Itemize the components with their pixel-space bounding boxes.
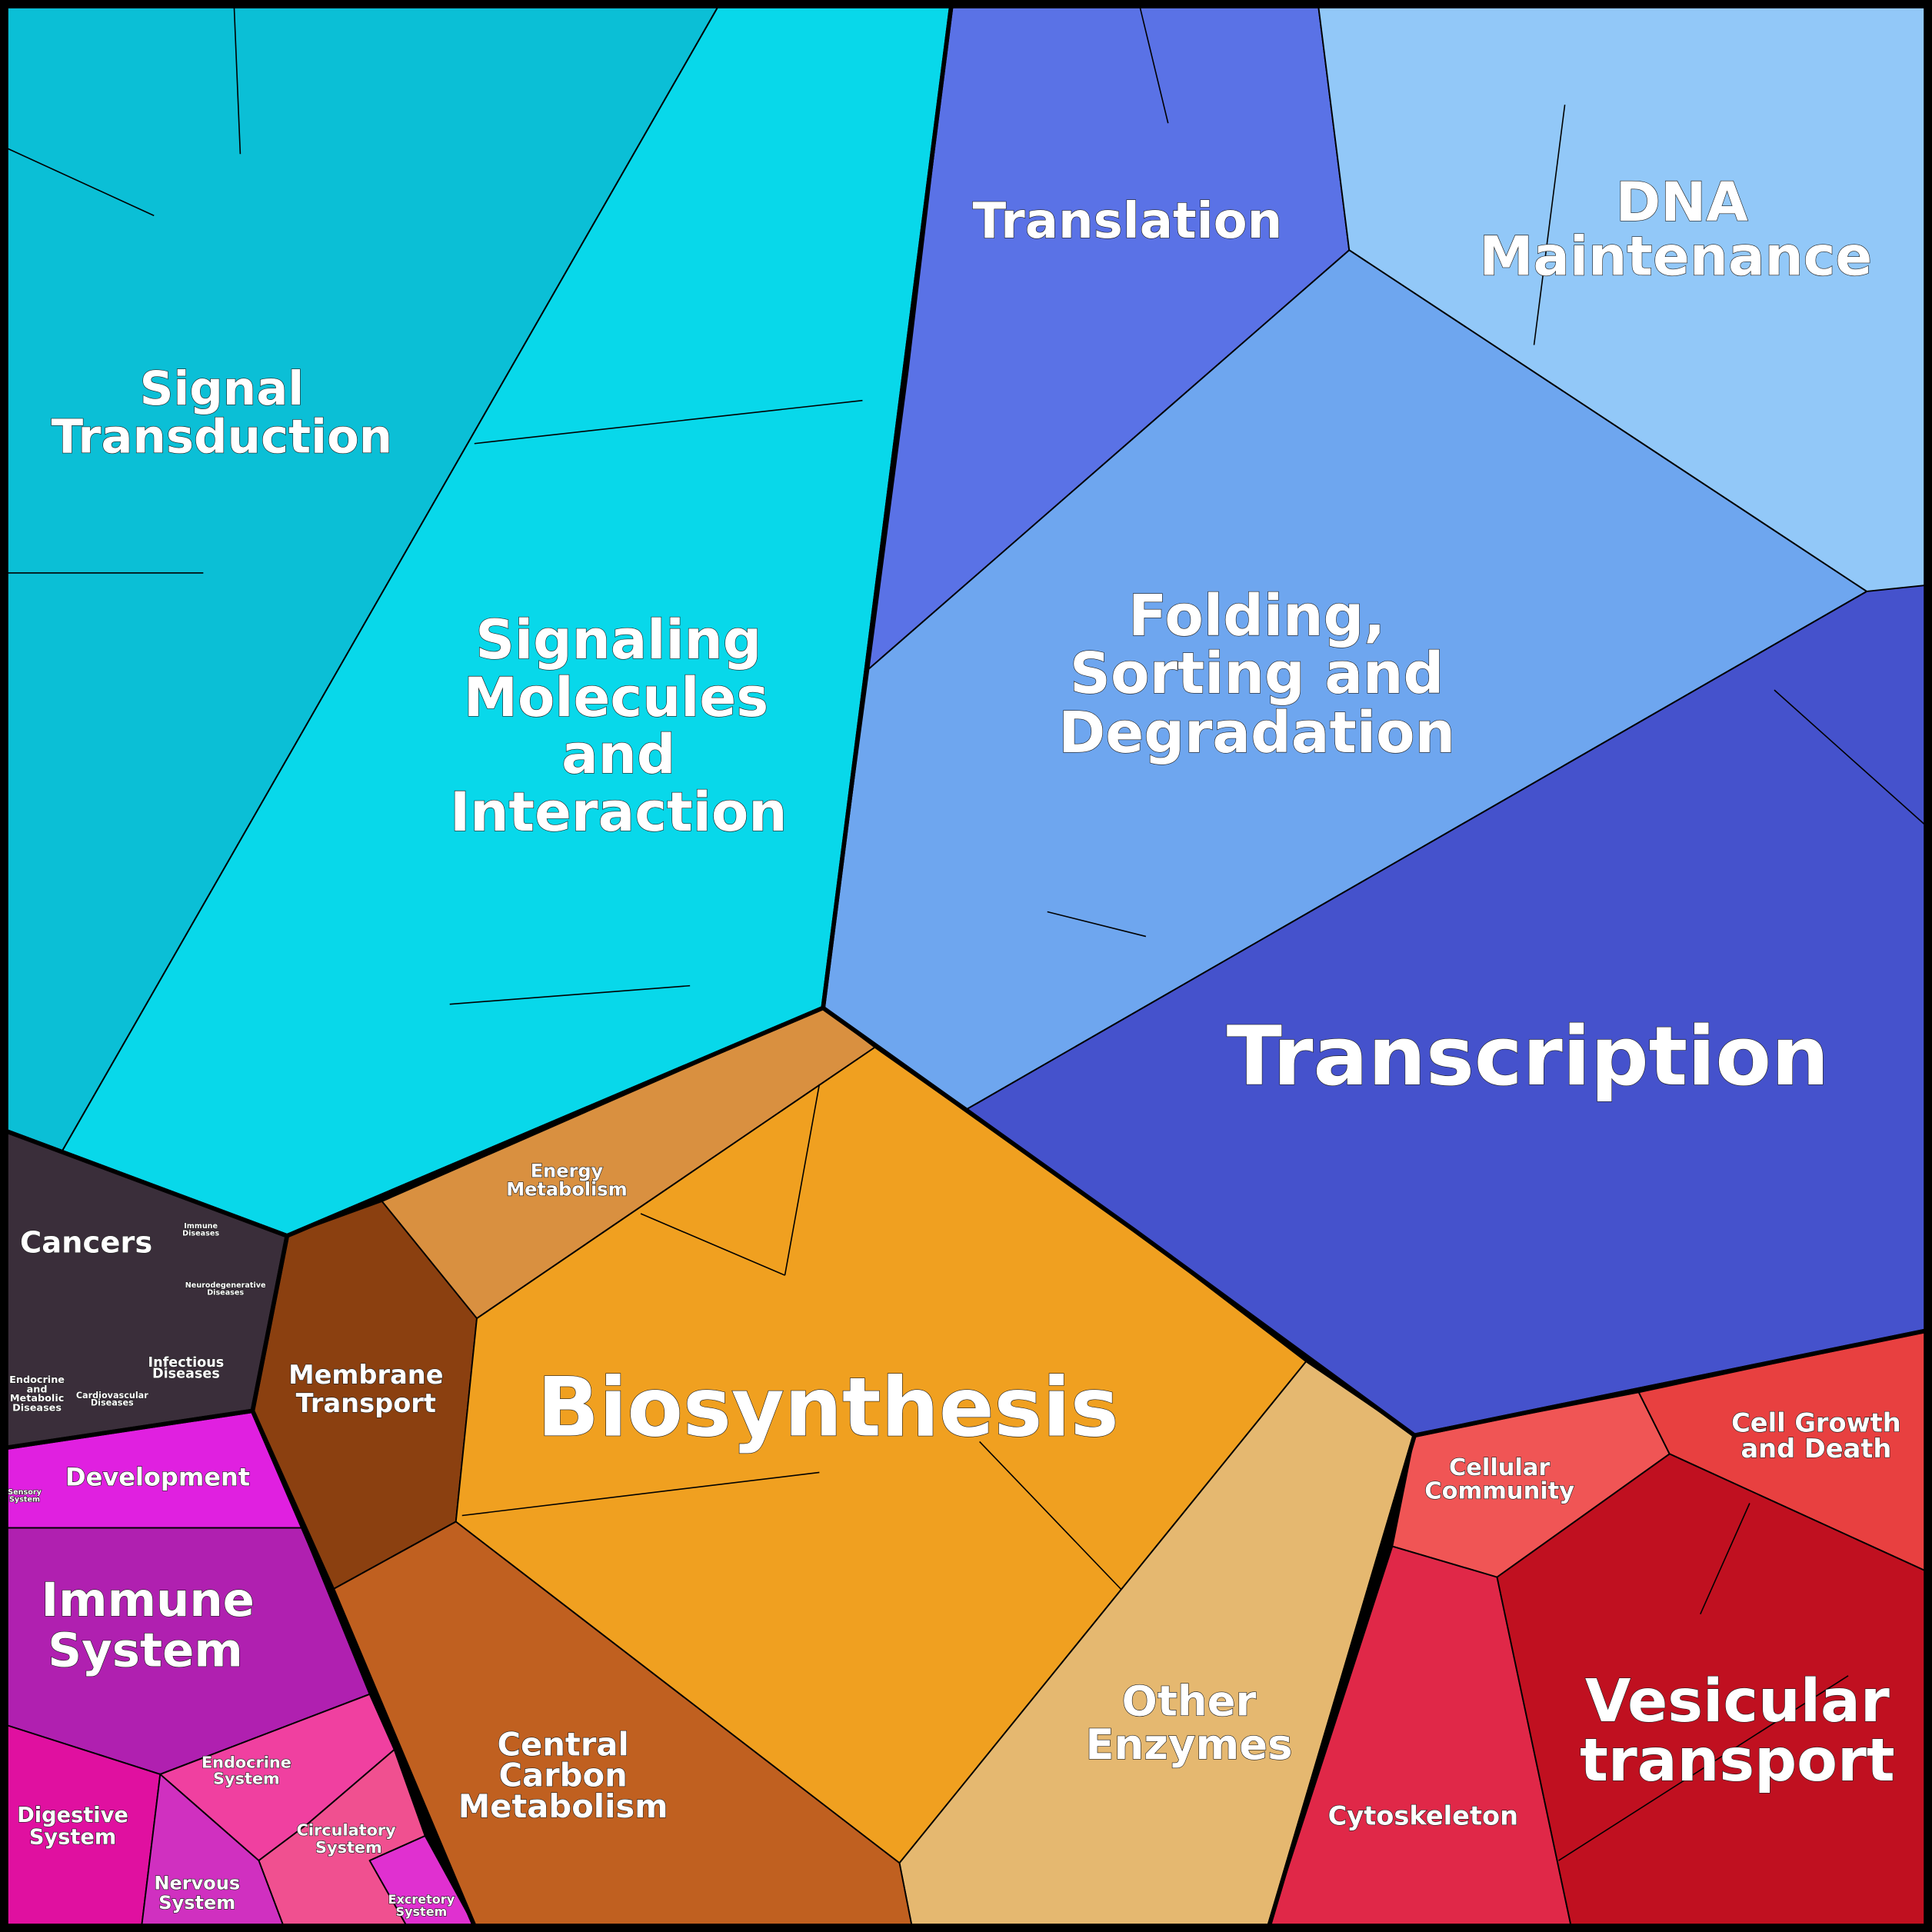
group-outline xyxy=(4,1408,477,1928)
label: Other xyxy=(1122,1677,1257,1726)
label: Diseases xyxy=(12,1403,62,1414)
label: Folding, xyxy=(1128,584,1385,649)
label: Diseases xyxy=(207,1289,244,1297)
label: and xyxy=(27,1384,48,1396)
cell-edge xyxy=(1047,911,1147,938)
label: System xyxy=(48,1624,243,1678)
label: DNA xyxy=(1616,171,1748,234)
label: Cytoskeleton xyxy=(1328,1801,1519,1831)
label: Signaling xyxy=(475,608,761,671)
label: Digestive xyxy=(17,1804,128,1827)
labels: Signal Transduction Signaling Molecules … xyxy=(8,170,1902,1919)
label: Cell Growth xyxy=(1731,1407,1901,1437)
cell-edge xyxy=(449,984,691,1005)
label: Sensory xyxy=(8,1488,42,1497)
label: Cardiovascular xyxy=(76,1391,148,1401)
label: Metabolic xyxy=(10,1393,64,1404)
label: Maintenance xyxy=(1479,225,1872,288)
label: Carbon xyxy=(498,1757,627,1794)
label: Interaction xyxy=(450,781,787,844)
label: Transduction xyxy=(52,410,393,465)
label: and xyxy=(561,723,675,786)
label: Enzymes xyxy=(1085,1720,1292,1769)
cell-edge xyxy=(1533,105,1566,345)
label: Endocrine xyxy=(9,1374,65,1386)
label: System xyxy=(213,1769,280,1787)
label: Immune xyxy=(42,1573,255,1627)
label: Energy xyxy=(531,1161,604,1182)
label: System xyxy=(9,1496,40,1504)
label: and Death xyxy=(1740,1434,1891,1464)
label: Degradation xyxy=(1058,701,1455,766)
cell-edge xyxy=(1558,1675,1849,1861)
cell-edge xyxy=(1700,1503,1750,1614)
label: Metabolism xyxy=(506,1179,627,1201)
label: Transcription xyxy=(1227,1009,1830,1104)
label: Cancers xyxy=(20,1226,152,1261)
cell-edge xyxy=(979,1441,1122,1591)
cell-edge xyxy=(784,1084,821,1276)
label: Development xyxy=(65,1462,250,1491)
cell-edge xyxy=(233,5,242,155)
label: Neurodegenerative xyxy=(185,1281,266,1290)
cell-edge xyxy=(1139,5,1169,124)
label: Central xyxy=(497,1726,628,1764)
label: Nervous xyxy=(154,1873,240,1894)
label: Excretory xyxy=(388,1892,455,1907)
label: Community xyxy=(1424,1478,1574,1505)
label: Endocrine xyxy=(202,1754,291,1772)
label: Immune xyxy=(184,1222,218,1231)
label: Vesicular xyxy=(1585,1667,1890,1736)
label: Biosynthesis xyxy=(538,1360,1119,1454)
label: Infectious xyxy=(148,1355,225,1371)
label: Membrane xyxy=(288,1360,443,1390)
label: Transport xyxy=(296,1388,436,1418)
label: Diseases xyxy=(91,1398,134,1408)
label: Metabolism xyxy=(458,1787,668,1825)
label: Cellular xyxy=(1449,1454,1550,1481)
label: System xyxy=(315,1838,382,1857)
cell-edge xyxy=(1774,689,1927,826)
label: System xyxy=(396,1904,448,1919)
label: Translation xyxy=(973,193,1283,250)
label: Signal xyxy=(140,361,305,416)
label: transport xyxy=(1580,1727,1895,1795)
cell-edge xyxy=(474,399,863,445)
label: Molecules xyxy=(464,666,768,729)
label: Sorting and xyxy=(1070,641,1444,707)
cell-edge xyxy=(640,1213,785,1276)
label: Diseases xyxy=(182,1230,219,1238)
label: Diseases xyxy=(152,1366,220,1381)
group-outline xyxy=(1267,1328,1928,1928)
label: System xyxy=(29,1826,116,1850)
label: System xyxy=(158,1892,235,1914)
cell-edge xyxy=(461,1471,820,1517)
label: Circulatory xyxy=(297,1821,397,1840)
cell-edge xyxy=(5,147,155,217)
